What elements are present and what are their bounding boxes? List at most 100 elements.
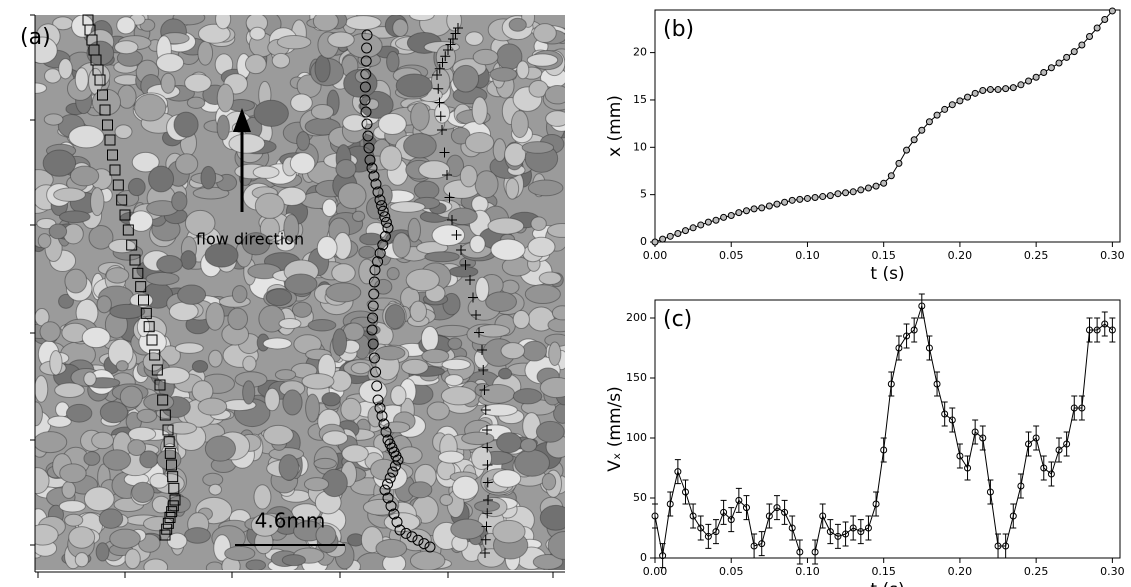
grain — [447, 337, 463, 350]
y-tick-label: 5 — [640, 188, 647, 201]
trajectory-plus — [474, 327, 484, 338]
grain — [498, 367, 513, 380]
grain — [177, 284, 207, 305]
trajectory-circle — [361, 42, 373, 54]
data-point — [712, 216, 720, 224]
grain — [401, 358, 429, 375]
grain — [167, 495, 191, 514]
trajectory-plus — [480, 548, 490, 558]
trajectory-plus — [437, 57, 448, 68]
data-point — [857, 186, 865, 194]
trajectory-circle — [382, 492, 394, 504]
trajectory-square — [168, 482, 180, 494]
data-point — [712, 528, 720, 536]
grain — [98, 508, 124, 529]
trajectory-square — [157, 394, 169, 406]
grain — [464, 132, 495, 154]
grain — [64, 513, 84, 527]
grain — [114, 124, 133, 140]
data-point — [796, 548, 804, 556]
data-point — [720, 213, 728, 221]
trajectory-circle — [359, 94, 371, 106]
grain — [444, 374, 464, 387]
trajectory-circle — [376, 200, 388, 212]
grain — [358, 258, 376, 285]
data-point — [788, 196, 796, 204]
grain — [535, 420, 565, 443]
trajectory-square — [164, 447, 176, 459]
trajectory-plus — [468, 292, 478, 303]
x-tick-label: 0.15 — [871, 565, 896, 578]
grain — [83, 371, 97, 387]
grain — [204, 435, 237, 462]
data-point — [1009, 84, 1017, 92]
trajectory-circle — [372, 186, 384, 198]
grain — [421, 348, 450, 364]
grain — [143, 393, 175, 412]
trajectory-circle — [367, 338, 379, 350]
trajectory-plus — [445, 39, 456, 50]
trajectory-square — [126, 239, 138, 251]
y-axis-label: Vₓ (mm/s) — [605, 386, 625, 472]
data-point — [1093, 326, 1101, 334]
grain — [281, 554, 306, 567]
data-point — [651, 238, 659, 246]
grain — [459, 165, 478, 188]
trajectory-square — [143, 321, 155, 333]
x-tick-label: 0.30 — [1100, 565, 1125, 578]
trajectory-plus — [480, 405, 491, 415]
trajectory-circle — [374, 247, 386, 259]
data-point — [697, 524, 705, 532]
y-tick-label: 0 — [640, 551, 647, 564]
trajectory-square — [107, 149, 118, 161]
data-point — [925, 344, 933, 352]
trajectory-square — [129, 254, 141, 266]
grain — [344, 15, 382, 31]
data-point — [857, 528, 865, 536]
grain — [186, 96, 206, 109]
grain — [312, 15, 339, 32]
grain — [435, 44, 457, 71]
data-point — [704, 532, 712, 540]
grain — [375, 538, 408, 558]
grain — [321, 392, 341, 407]
trajectory-circle — [392, 454, 404, 466]
grain — [321, 198, 338, 217]
y-tick-label: 50 — [633, 491, 647, 504]
grain — [253, 484, 272, 510]
grain — [35, 36, 58, 64]
grain — [282, 389, 303, 416]
grain — [252, 165, 280, 179]
grain — [392, 232, 411, 259]
grain — [505, 177, 520, 200]
grain — [424, 251, 460, 263]
grain — [48, 223, 68, 240]
data-point — [819, 512, 827, 520]
series-line — [654, 10, 1113, 243]
grain — [358, 379, 388, 404]
grain — [512, 388, 543, 405]
grain — [434, 324, 471, 338]
grain — [184, 209, 216, 237]
data-point — [1002, 542, 1010, 550]
data-point — [1070, 48, 1078, 56]
data-point — [742, 504, 750, 512]
grain — [90, 187, 105, 217]
trajectory-square — [132, 267, 144, 279]
grain — [102, 449, 132, 471]
trajectory-square — [162, 424, 174, 436]
grain — [81, 326, 111, 349]
data-point — [1032, 73, 1040, 81]
grain — [65, 403, 93, 423]
grain — [490, 238, 526, 261]
grain — [386, 51, 400, 73]
grain — [276, 34, 312, 50]
data-point — [735, 209, 743, 217]
trajectory-square — [149, 349, 161, 361]
grain — [197, 397, 228, 416]
grain — [208, 349, 223, 368]
trajectory-circle — [366, 162, 378, 174]
grain — [548, 341, 562, 366]
grain — [447, 207, 478, 226]
